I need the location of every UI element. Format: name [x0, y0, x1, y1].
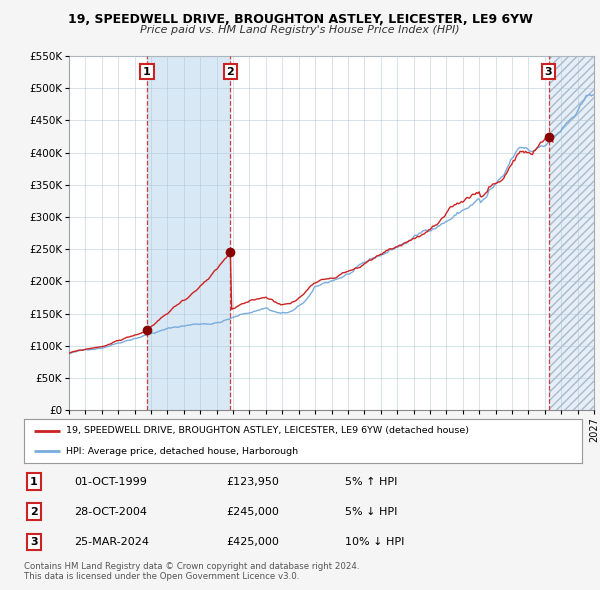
Text: HPI: Average price, detached house, Harborough: HPI: Average price, detached house, Harb… — [66, 447, 298, 455]
Text: 19, SPEEDWELL DRIVE, BROUGHTON ASTLEY, LEICESTER, LE9 6YW (detached house): 19, SPEEDWELL DRIVE, BROUGHTON ASTLEY, L… — [66, 427, 469, 435]
Text: 19, SPEEDWELL DRIVE, BROUGHTON ASTLEY, LEICESTER, LE9 6YW: 19, SPEEDWELL DRIVE, BROUGHTON ASTLEY, L… — [68, 13, 532, 26]
Text: 2: 2 — [226, 67, 234, 77]
Text: 5% ↑ HPI: 5% ↑ HPI — [345, 477, 397, 487]
Text: 28-OCT-2004: 28-OCT-2004 — [74, 507, 148, 517]
Text: Price paid vs. HM Land Registry's House Price Index (HPI): Price paid vs. HM Land Registry's House … — [140, 25, 460, 35]
Text: 10% ↓ HPI: 10% ↓ HPI — [345, 537, 404, 547]
Bar — [548, 56, 594, 410]
Bar — [548, 56, 594, 410]
Text: £425,000: £425,000 — [227, 537, 280, 547]
Text: 2: 2 — [30, 507, 38, 517]
Text: 5% ↓ HPI: 5% ↓ HPI — [345, 507, 397, 517]
Text: 25-MAR-2024: 25-MAR-2024 — [74, 537, 149, 547]
Text: This data is licensed under the Open Government Licence v3.0.: This data is licensed under the Open Gov… — [24, 572, 299, 581]
Text: £245,000: £245,000 — [227, 507, 280, 517]
Text: 1: 1 — [143, 67, 151, 77]
Text: 3: 3 — [30, 537, 38, 547]
Bar — [147, 56, 230, 410]
Text: 3: 3 — [545, 67, 553, 77]
Text: £123,950: £123,950 — [227, 477, 280, 487]
Text: Contains HM Land Registry data © Crown copyright and database right 2024.: Contains HM Land Registry data © Crown c… — [24, 562, 359, 571]
Text: 1: 1 — [30, 477, 38, 487]
Text: 01-OCT-1999: 01-OCT-1999 — [74, 477, 147, 487]
